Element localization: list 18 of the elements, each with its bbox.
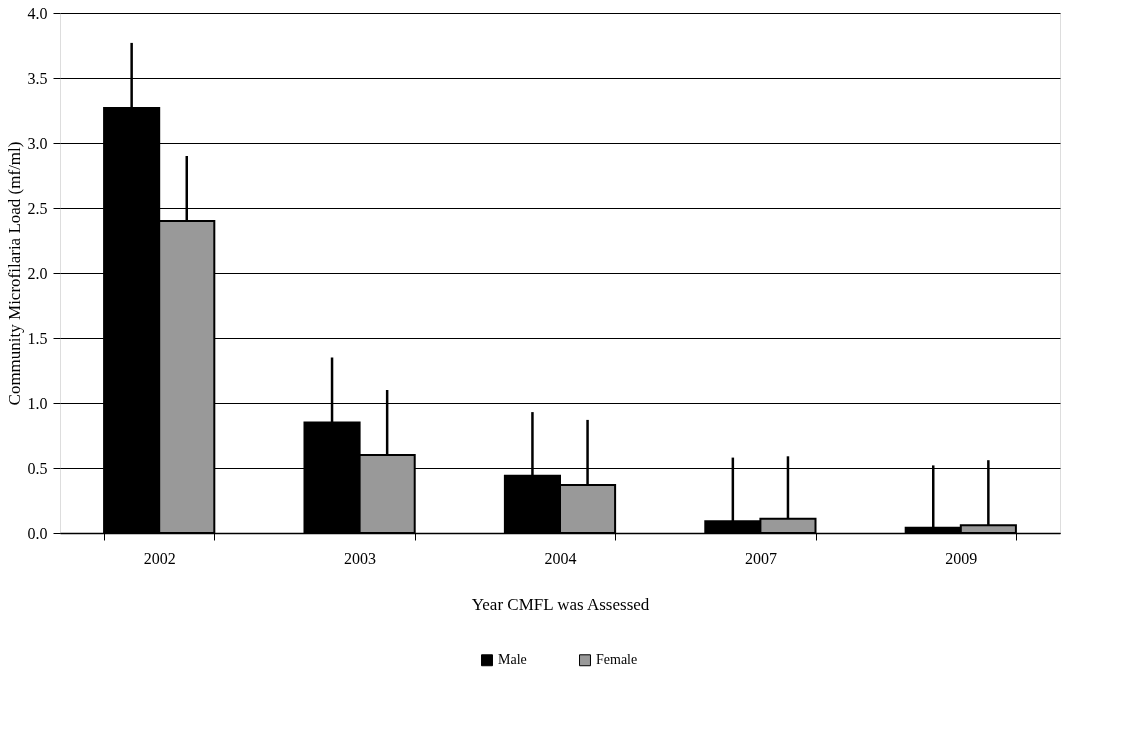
y-tick-label: 2.5 (27, 199, 48, 217)
legend-label: Male (498, 652, 527, 668)
y-tick-label: 3.0 (27, 134, 48, 152)
x-tick-label: 2004 (544, 549, 577, 567)
x-tick-label: 2003 (344, 549, 377, 567)
y-tick-label: 4.0 (27, 4, 48, 22)
x-tick-label: 2007 (744, 549, 777, 567)
x-tick-label: 2009 (945, 549, 978, 567)
y-tick-label: 1.5 (27, 329, 48, 347)
x-tick-label: 2002 (143, 549, 176, 567)
y-tick-label: 0.0 (27, 524, 48, 542)
legend-label: Female (596, 652, 638, 668)
y-axis-title: Community Microfilaria Load (mf/ml) (4, 141, 24, 406)
y-tick-label: 2.0 (27, 264, 48, 282)
y-tick-label: 3.5 (27, 69, 48, 87)
y-tick-label: 0.5 (27, 459, 48, 477)
x-axis-title: Year CMFL was Assessed (471, 594, 650, 614)
y-tick-label: 1.0 (27, 394, 48, 412)
